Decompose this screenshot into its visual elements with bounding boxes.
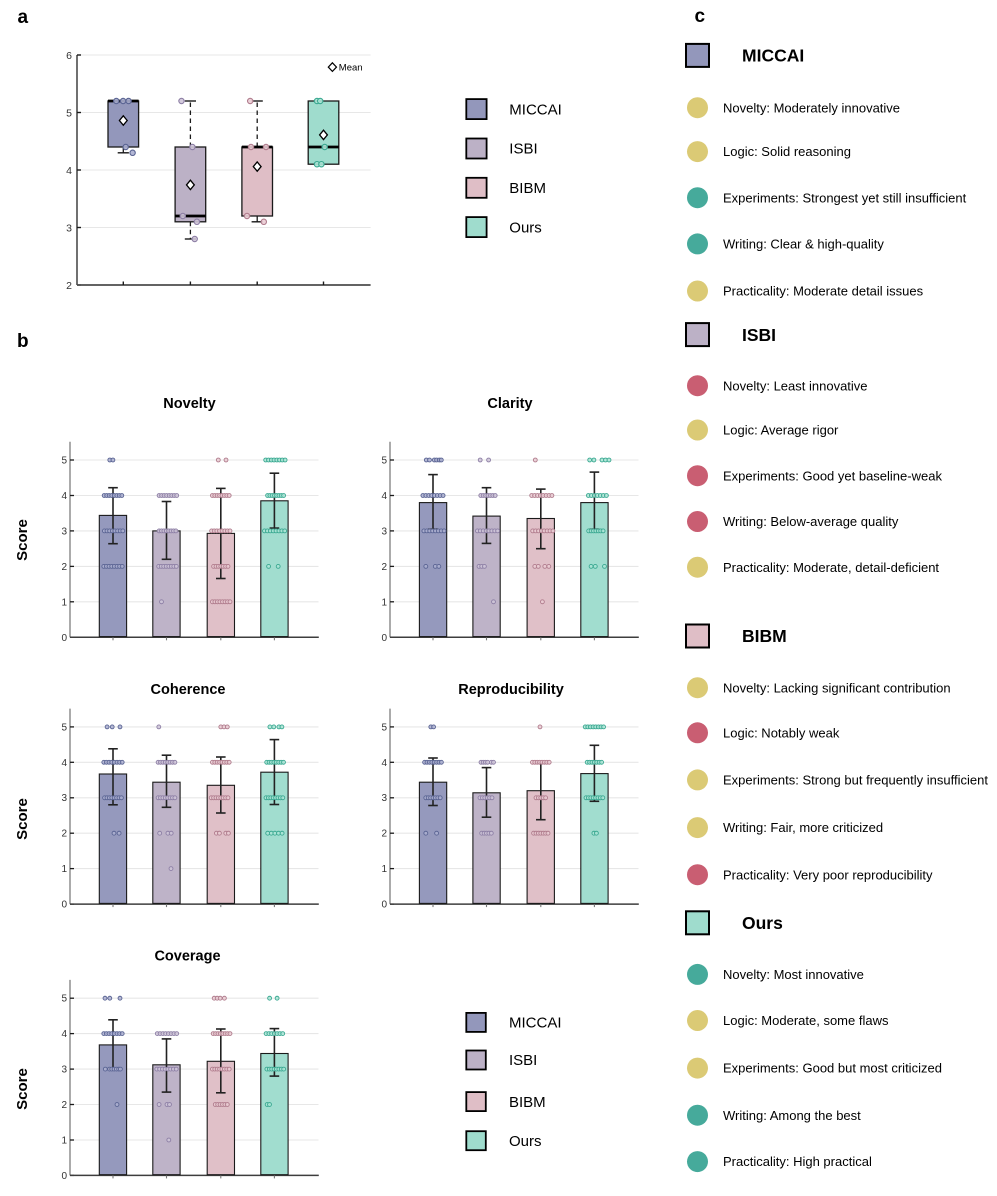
svg-text:MICCAI: MICCAI [742, 46, 804, 66]
svg-text:Practicality: Moderate detail: Practicality: Moderate detail issues [723, 284, 924, 299]
svg-text:2: 2 [66, 280, 72, 292]
svg-text:MICCAI: MICCAI [509, 101, 562, 118]
svg-text:Logic: Solid reasoning: Logic: Solid reasoning [723, 144, 851, 159]
svg-text:0: 0 [61, 900, 67, 911]
svg-text:Score: Score [14, 519, 31, 561]
svg-text:5: 5 [66, 107, 72, 119]
svg-text:ISBI: ISBI [509, 1052, 537, 1069]
svg-text:Novelty: Lacking significant c: Novelty: Lacking significant contributio… [723, 680, 951, 695]
svg-text:MICCAI: MICCAI [509, 1015, 562, 1032]
svg-text:2: 2 [381, 562, 387, 573]
svg-text:3: 3 [61, 793, 67, 804]
svg-text:1: 1 [61, 864, 67, 875]
svg-text:BIBM: BIBM [742, 626, 787, 646]
svg-text:2: 2 [61, 1100, 67, 1111]
svg-text:4: 4 [381, 758, 387, 769]
svg-text:BIBM: BIBM [509, 1094, 546, 1111]
svg-text:Experiments: Strongest yet sti: Experiments: Strongest yet still insuffi… [723, 190, 967, 205]
svg-text:Ours: Ours [509, 1133, 542, 1150]
svg-text:5: 5 [381, 456, 387, 467]
svg-text:Practicality: Moderate, detail: Practicality: Moderate, detail-deficient [723, 560, 939, 575]
svg-text:Ours: Ours [742, 913, 783, 933]
svg-text:2: 2 [381, 829, 387, 840]
svg-text:Novelty: Most innovative: Novelty: Most innovative [723, 967, 864, 982]
svg-text:3: 3 [61, 1065, 67, 1076]
svg-text:Mean: Mean [339, 62, 363, 73]
svg-text:Score: Score [14, 798, 31, 840]
svg-text:Writing: Clear & high-quality: Writing: Clear & high-quality [723, 237, 884, 252]
svg-text:Writing: Below-average quality: Writing: Below-average quality [723, 514, 899, 529]
svg-text:Coverage: Coverage [154, 949, 220, 965]
svg-text:5: 5 [61, 994, 67, 1005]
svg-text:0: 0 [381, 900, 387, 911]
svg-text:0: 0 [61, 633, 67, 644]
svg-text:Writing: Fair, more criticized: Writing: Fair, more criticized [723, 820, 883, 835]
svg-text:Practicality: High practical: Practicality: High practical [723, 1154, 872, 1169]
svg-text:b: b [17, 331, 29, 352]
svg-text:Practicality: Very poor reprod: Practicality: Very poor reproducibility [723, 867, 933, 882]
svg-text:4: 4 [381, 491, 387, 502]
svg-text:ISBI: ISBI [742, 325, 776, 345]
svg-text:Experiments: Good yet baseline: Experiments: Good yet baseline-weak [723, 468, 942, 483]
svg-text:Experiments: Strong but freque: Experiments: Strong but frequently insuf… [723, 773, 988, 788]
svg-text:Novelty: Moderately innovative: Novelty: Moderately innovative [723, 100, 900, 115]
svg-text:1: 1 [61, 597, 67, 608]
svg-text:c: c [695, 6, 706, 27]
svg-text:5: 5 [381, 722, 387, 733]
svg-text:1: 1 [381, 597, 387, 608]
svg-text:4: 4 [66, 165, 72, 177]
svg-text:Score: Score [14, 1068, 31, 1110]
svg-text:Reproducibility: Reproducibility [458, 682, 564, 698]
svg-text:2: 2 [61, 562, 67, 573]
svg-text:4: 4 [61, 1029, 67, 1040]
svg-text:Logic: Average rigor: Logic: Average rigor [723, 423, 839, 438]
svg-text:Logic: Moderate, some flaws: Logic: Moderate, some flaws [723, 1013, 889, 1028]
svg-text:Coherence: Coherence [151, 682, 226, 698]
svg-text:BIBM: BIBM [509, 180, 546, 197]
svg-text:4: 4 [61, 758, 67, 769]
svg-text:1: 1 [61, 1136, 67, 1147]
svg-text:a: a [18, 7, 29, 28]
svg-text:Logic: Notably weak: Logic: Notably weak [723, 725, 840, 740]
svg-text:Novelty: Least innovative: Novelty: Least innovative [723, 378, 868, 393]
svg-text:3: 3 [381, 526, 387, 537]
svg-text:3: 3 [381, 793, 387, 804]
svg-text:Clarity: Clarity [487, 396, 532, 412]
svg-text:3: 3 [61, 526, 67, 537]
svg-text:2: 2 [61, 829, 67, 840]
svg-text:0: 0 [61, 1171, 67, 1182]
svg-text:5: 5 [61, 722, 67, 733]
svg-text:ISBI: ISBI [509, 141, 537, 158]
svg-text:6: 6 [66, 50, 72, 62]
svg-text:Ours: Ours [509, 219, 542, 236]
svg-text:Writing: Among the best: Writing: Among the best [723, 1108, 861, 1123]
svg-text:1: 1 [381, 864, 387, 875]
svg-text:3: 3 [66, 222, 72, 234]
svg-text:5: 5 [61, 456, 67, 467]
svg-text:Novelty: Novelty [163, 396, 215, 412]
svg-text:0: 0 [381, 633, 387, 644]
svg-text:4: 4 [61, 491, 67, 502]
svg-text:Experiments: Good but most cri: Experiments: Good but most criticized [723, 1061, 942, 1076]
